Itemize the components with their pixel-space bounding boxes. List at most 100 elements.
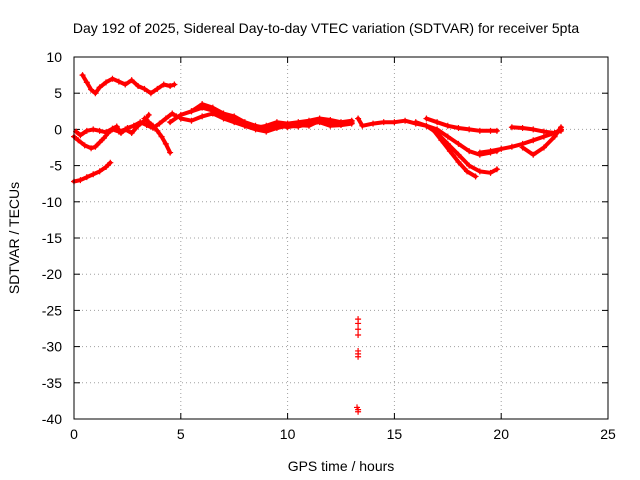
data-point xyxy=(167,82,174,89)
data-point xyxy=(167,119,174,126)
data-point xyxy=(455,151,462,158)
data-point xyxy=(77,177,84,184)
data-point xyxy=(498,145,505,152)
data-point xyxy=(167,149,174,156)
y-tick-label: 5 xyxy=(54,85,62,101)
x-tick-label: 15 xyxy=(387,426,403,442)
data-point xyxy=(171,81,178,88)
series-arc-right-c xyxy=(412,119,500,176)
data-point xyxy=(158,133,165,140)
data-point xyxy=(177,115,184,122)
data-point xyxy=(355,332,362,339)
data-point xyxy=(83,127,90,134)
data-point xyxy=(96,84,103,91)
data-point xyxy=(380,119,387,126)
x-axis-label: GPS time / hours xyxy=(288,458,395,474)
x-tick-label: 20 xyxy=(493,426,509,442)
data-point xyxy=(130,122,137,129)
x-tick-label: 0 xyxy=(70,426,78,442)
data-point xyxy=(154,127,161,134)
data-point xyxy=(103,164,110,171)
series-outliers xyxy=(354,316,362,415)
data-point xyxy=(209,107,216,114)
series-arc-left-up xyxy=(73,110,180,139)
chart-title: Day 192 of 2025, Sidereal Day-to-day VTE… xyxy=(73,20,580,36)
data-point xyxy=(438,137,445,144)
series-arc-center-c xyxy=(188,104,355,131)
data-point xyxy=(423,122,430,129)
data-point xyxy=(355,408,362,415)
data-point xyxy=(135,82,142,89)
data-point xyxy=(273,119,280,126)
data-point xyxy=(90,126,97,133)
data-point xyxy=(241,122,248,129)
data-point xyxy=(493,166,500,173)
y-tick-label: -30 xyxy=(42,339,62,355)
data-point xyxy=(487,169,494,176)
data-point xyxy=(252,124,259,131)
data-point xyxy=(295,119,302,126)
data-point xyxy=(124,124,131,131)
data-point xyxy=(446,148,453,155)
y-tick-label: -35 xyxy=(42,375,62,391)
data-point xyxy=(487,148,494,155)
data-point xyxy=(519,124,526,131)
y-tick-label: -20 xyxy=(42,266,62,282)
data-point xyxy=(88,145,95,152)
series-line xyxy=(80,73,177,96)
data-point xyxy=(551,133,558,140)
data-point xyxy=(466,148,473,155)
x-tick-label: 5 xyxy=(177,426,185,442)
data-point xyxy=(327,122,334,129)
data-point xyxy=(231,117,238,124)
series-arc-right-d xyxy=(429,126,479,180)
data-point xyxy=(122,81,129,88)
series-arc-mid-drop xyxy=(141,115,174,156)
data-point xyxy=(476,168,483,175)
data-point xyxy=(88,86,95,93)
data-point xyxy=(162,115,169,122)
data-point xyxy=(338,119,344,126)
data-point xyxy=(92,90,99,97)
y-tick-label: -25 xyxy=(42,302,62,318)
data-point xyxy=(96,127,103,134)
series-line xyxy=(356,116,499,157)
data-point xyxy=(273,124,280,131)
data-point xyxy=(359,122,366,129)
data-point xyxy=(519,144,526,151)
data-point xyxy=(327,116,334,123)
plot-frame xyxy=(73,56,609,420)
data-point xyxy=(455,158,462,165)
data-point xyxy=(83,174,90,181)
data-point xyxy=(476,127,483,134)
data-point xyxy=(284,120,291,127)
data-point xyxy=(147,90,154,97)
data-point xyxy=(540,133,547,140)
data-point xyxy=(128,77,135,84)
y-tick-label: 10 xyxy=(46,49,62,65)
data-point xyxy=(355,115,362,122)
axis-ticks: 0 5 10 15 20 25 10 5 0 -5 -10 -15 -20 -25 -30 -35 -40 xyxy=(42,49,616,442)
data-point xyxy=(530,151,537,158)
data-point xyxy=(145,119,152,126)
grid-lines xyxy=(74,57,608,419)
data-point xyxy=(199,113,206,120)
data-point xyxy=(141,115,148,122)
data-point xyxy=(113,123,120,130)
y-tick-label: -15 xyxy=(42,230,62,246)
series-arc-right-b xyxy=(423,115,500,134)
data-point xyxy=(466,126,473,133)
data-point xyxy=(117,130,124,137)
data-point xyxy=(370,120,377,127)
data-point xyxy=(199,104,206,111)
data-point xyxy=(145,111,152,118)
y-tick-label: 0 xyxy=(54,121,62,137)
y-tick-label: -10 xyxy=(42,194,62,210)
data-point xyxy=(109,75,116,82)
data-point xyxy=(540,128,547,135)
data-point xyxy=(423,115,430,122)
data-point xyxy=(508,124,515,131)
data-point xyxy=(305,117,312,124)
data-point xyxy=(115,78,122,85)
